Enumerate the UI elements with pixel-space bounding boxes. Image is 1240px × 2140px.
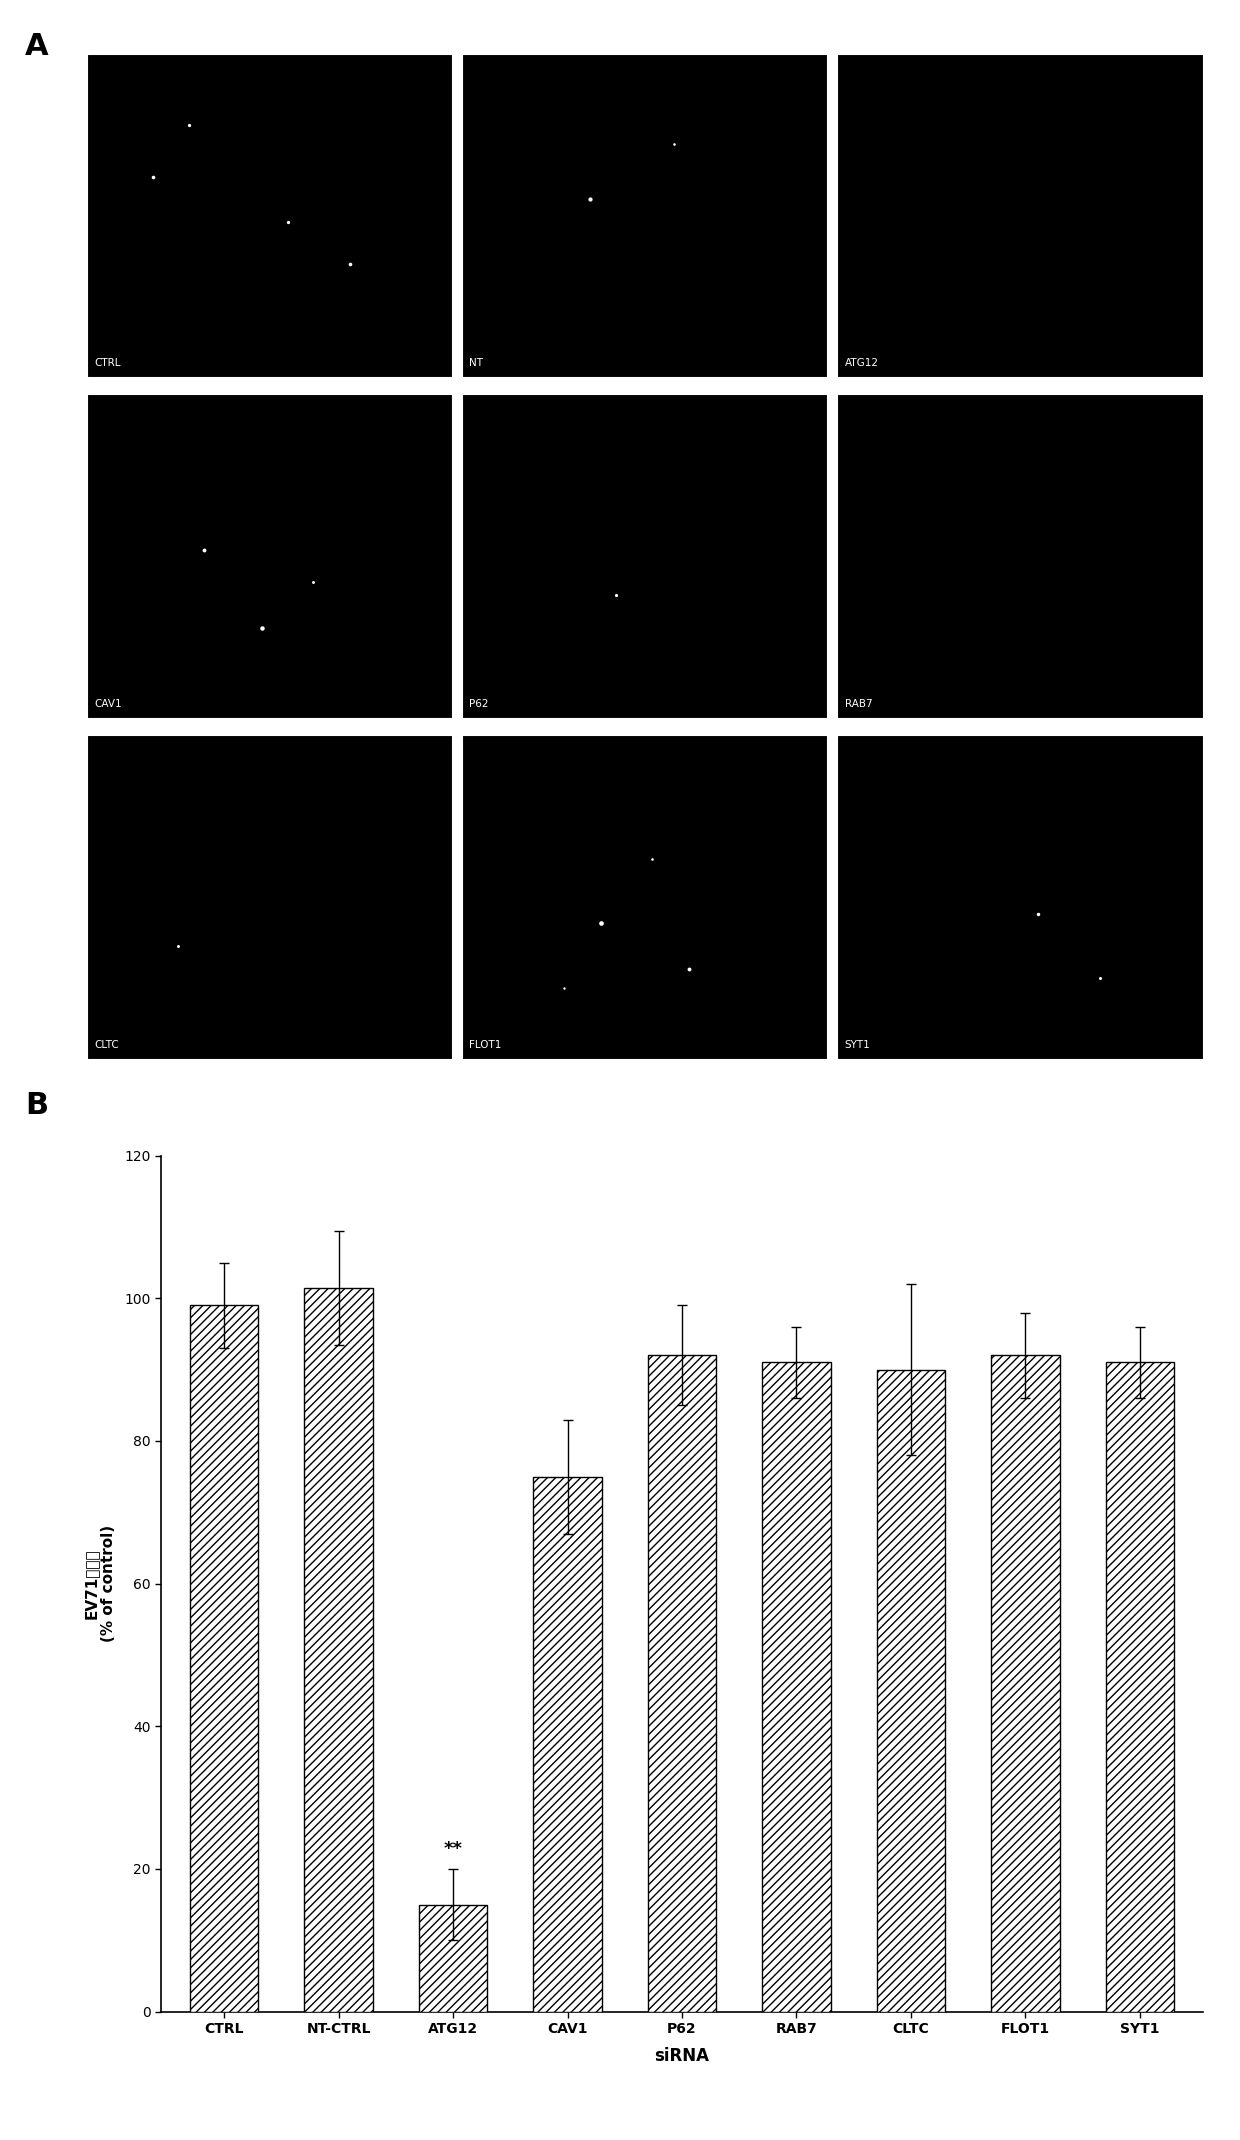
Text: RAB7: RAB7 <box>844 698 873 708</box>
Text: **: ** <box>444 1840 463 1858</box>
Bar <box>419 1905 487 2012</box>
Text: A: A <box>25 32 48 62</box>
Text: ATG12: ATG12 <box>844 357 879 368</box>
Bar <box>991 1355 1060 2012</box>
Bar <box>647 1355 717 2012</box>
Bar <box>763 1363 831 2012</box>
Text: P62: P62 <box>470 698 489 708</box>
Text: SYT1: SYT1 <box>844 1040 870 1049</box>
Text: NT: NT <box>470 357 484 368</box>
Text: CLTC: CLTC <box>94 1040 119 1049</box>
Text: CTRL: CTRL <box>94 357 120 368</box>
Bar <box>190 1305 258 2012</box>
Bar <box>877 1370 945 2012</box>
Text: CAV1: CAV1 <box>94 698 122 708</box>
Bar <box>1106 1363 1174 2012</box>
Text: FLOT1: FLOT1 <box>470 1040 502 1049</box>
Text: B: B <box>25 1091 48 1121</box>
Bar <box>533 1477 601 2012</box>
Bar <box>304 1288 373 2012</box>
X-axis label: siRNA: siRNA <box>655 2048 709 2065</box>
Y-axis label: EV71感染性
(% of control): EV71感染性 (% of control) <box>83 1526 117 1641</box>
